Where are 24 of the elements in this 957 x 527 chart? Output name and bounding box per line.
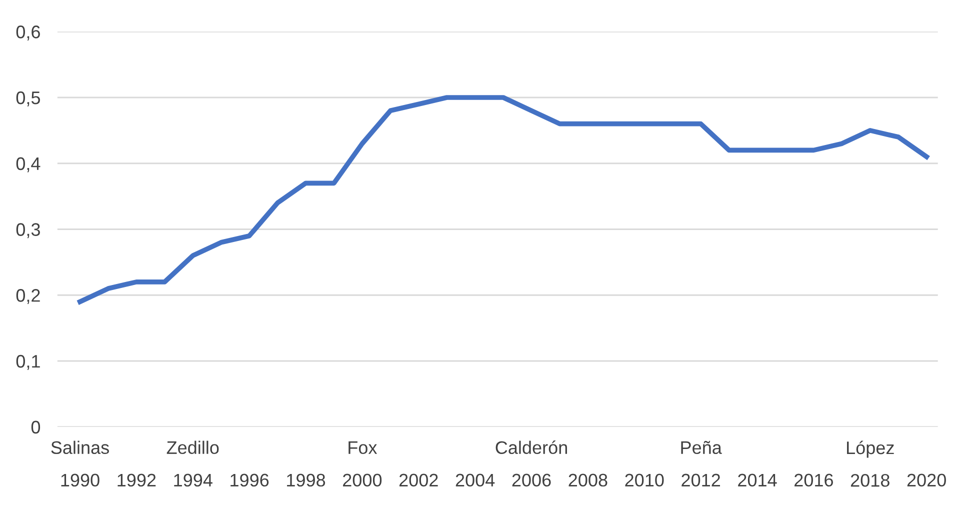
y-tick-label: 0,5 [16,91,40,106]
x-tick-label: 2010 [625,474,664,487]
x-tick-label: 1996 [230,474,269,487]
x-tick-label: Fox 2000 [343,441,382,487]
y-tick-label: 0,1 [16,354,40,370]
x-tick-label: 1992 [118,474,156,487]
x-tick-label: 2002 [399,474,438,487]
x-tick-label: 2014 [738,474,777,487]
line-series [78,95,929,304]
x-tick-label: Calderón 2006 [496,440,567,487]
x-tick-label: 2008 [568,474,608,487]
x-tick-label: Zedillo 1994 [166,440,219,487]
x-tick-label: 2020 [907,474,946,487]
x-tick-label: 2004 [456,474,495,487]
y-tick-label: 0,2 [16,289,40,304]
y-tick-label: 0,4 [16,157,40,172]
x-tick-label: Peña 2012 [681,440,722,487]
y-tick-label: 0,6 [16,26,40,40]
y-tick-label: 0 [31,420,40,434]
x-tick-label: Salinas 1990 [51,440,109,487]
x-tick-label: 2016 [794,474,833,487]
y-tick-label: 0,3 [16,223,40,238]
x-tick-label: 1998 [287,474,326,487]
x-tick-label: López 2018 [847,440,894,487]
